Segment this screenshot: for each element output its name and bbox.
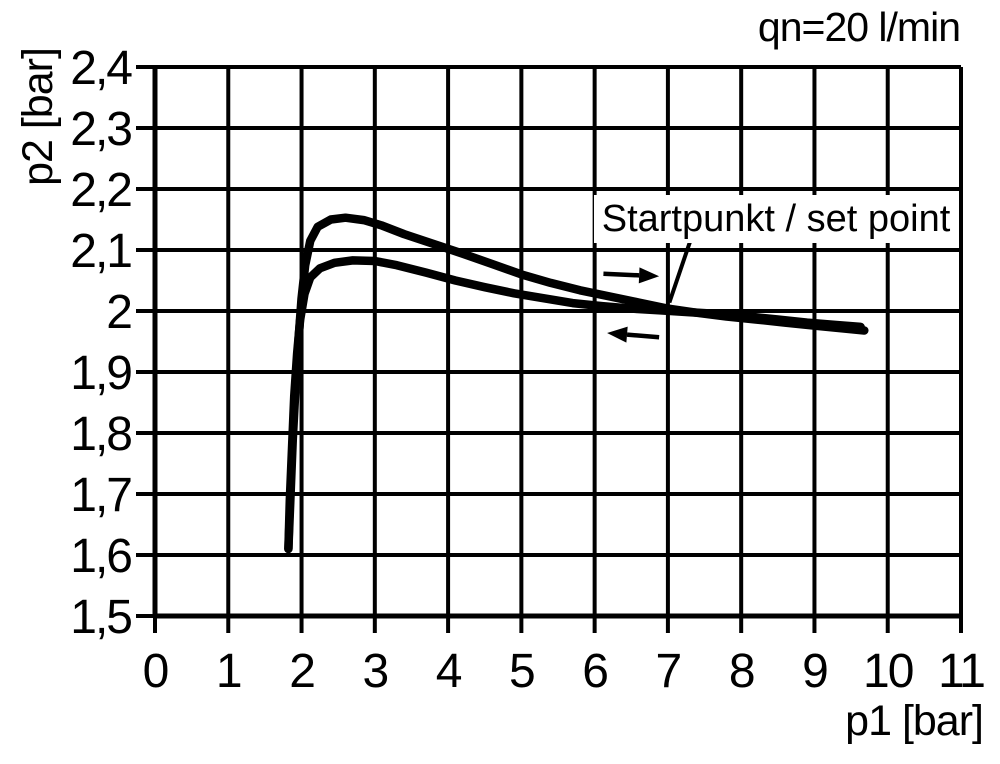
y-tick-label: 1,5 <box>70 591 131 644</box>
x-tick-label: 4 <box>436 645 462 698</box>
x-axis-title: p1 [bar] <box>845 697 984 745</box>
set-point-leader-line <box>667 241 692 304</box>
x-tick-label: 10 <box>863 645 913 698</box>
flow-rate-title: qn=20 l/min <box>757 4 961 50</box>
y-tick-label: 1,7 <box>70 469 131 522</box>
y-tick-label: 2,3 <box>70 103 131 156</box>
set-point-annotation: Startpunkt / set point <box>594 195 958 243</box>
x-tick-label: 5 <box>509 645 534 698</box>
y-tick-label: 1,9 <box>70 347 131 400</box>
y-tick-label: 1,8 <box>70 408 131 461</box>
x-tick-label: 2 <box>289 645 314 698</box>
direction-right-arrow-icon <box>638 267 660 284</box>
direction-left-arrow-shaft <box>626 332 660 340</box>
x-tick-label: 6 <box>582 645 607 698</box>
x-tick-label: 11 <box>938 645 984 698</box>
x-tick-label: 3 <box>362 645 387 698</box>
y-tick-label: 2,4 <box>70 42 132 95</box>
y-tick-label: 2,2 <box>70 164 131 217</box>
x-tick-label: 0 <box>143 645 168 698</box>
x-tick-label: 1 <box>216 645 241 698</box>
y-tick-label: 1,6 <box>70 530 131 583</box>
direction-left-arrow-icon <box>607 326 628 343</box>
x-tick-label: 9 <box>802 645 827 698</box>
y-tick-label: 2,1 <box>70 225 131 278</box>
direction-right-arrow-shaft <box>603 271 640 278</box>
y-axis-title: p2 [bar] <box>14 48 62 186</box>
x-tick-label: 7 <box>656 645 681 698</box>
curve-return <box>284 256 865 554</box>
y-tick-label: 2 <box>106 286 131 339</box>
x-tick-label: 8 <box>729 645 754 698</box>
